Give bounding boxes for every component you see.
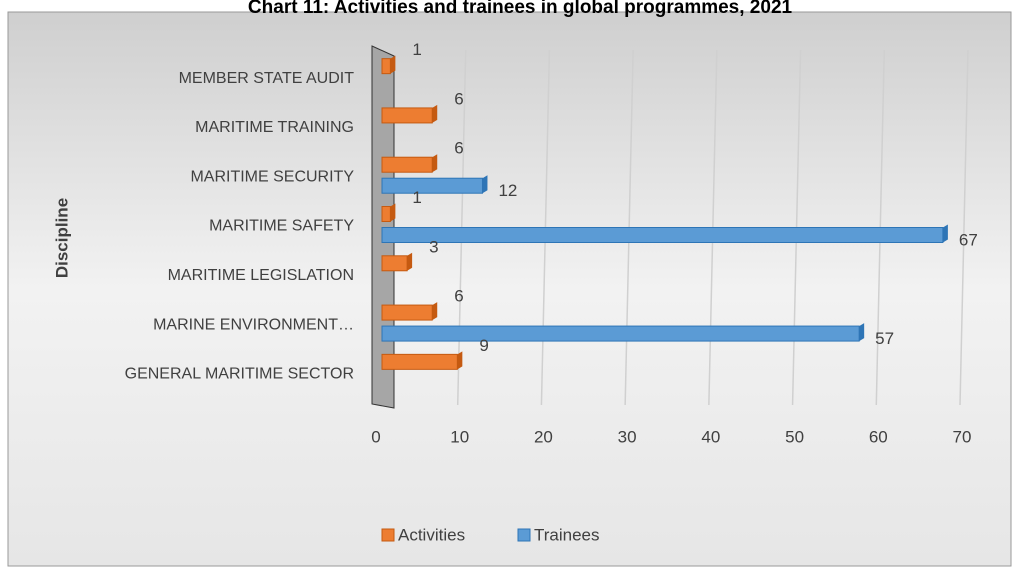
x-tick-label: 30 [618,427,637,446]
data-label: 1 [412,188,421,207]
category-label: MARITIME TRAINING [195,119,354,136]
category-label: GENERAL MARITIME SECTOR [125,366,354,383]
category-label: MARINE ENVIRONMENT… [153,316,354,333]
bar-side [942,224,948,243]
bar-side [432,302,438,321]
data-label: 3 [429,237,438,256]
x-tick-label: 40 [701,427,720,446]
bar-side [390,55,396,74]
category-label: MARITIME SAFETY [209,218,354,235]
category-label: MARITIME SECURITY [190,168,354,185]
bar-side [859,323,865,342]
legend-swatch [517,528,531,542]
bar [381,107,433,124]
grid-line [959,49,969,406]
data-label: 6 [454,139,463,158]
bar [381,304,433,321]
x-tick-label: 10 [450,427,469,446]
x-tick-label: 60 [869,427,888,446]
bar [381,325,860,342]
bar [381,156,433,173]
data-label: 6 [454,287,463,306]
bar-side [390,203,396,222]
bar [381,177,483,194]
chart-title: Chart 11: Activities and trainees in glo… [248,0,793,18]
bar [381,227,944,243]
x-tick-label: 70 [953,427,972,446]
data-label: 67 [959,230,978,249]
data-label: 6 [454,89,463,108]
bar-side [482,175,488,194]
y-axis-label: Discipline [52,198,71,278]
bar [381,58,391,75]
legend-label: Activities [398,525,465,544]
legend-label: Trainees [534,525,600,544]
bar [381,255,408,272]
bar-side [457,351,463,370]
legend-swatch [381,528,395,542]
bar-side [432,154,438,173]
data-label: 9 [479,336,488,355]
bar [381,206,391,222]
data-label: 1 [412,40,421,59]
chart-background [7,11,1012,567]
bar-side [407,252,413,271]
category-label: MEMBER STATE AUDIT [179,70,355,87]
x-tick-label: 0 [371,427,380,446]
bar-side [432,104,438,123]
bar [381,353,458,370]
data-label: 12 [498,181,517,200]
category-label: MARITIME LEGISLATION [168,267,354,284]
x-tick-label: 20 [534,427,553,446]
x-tick-label: 50 [785,427,804,446]
data-label: 57 [875,329,894,348]
